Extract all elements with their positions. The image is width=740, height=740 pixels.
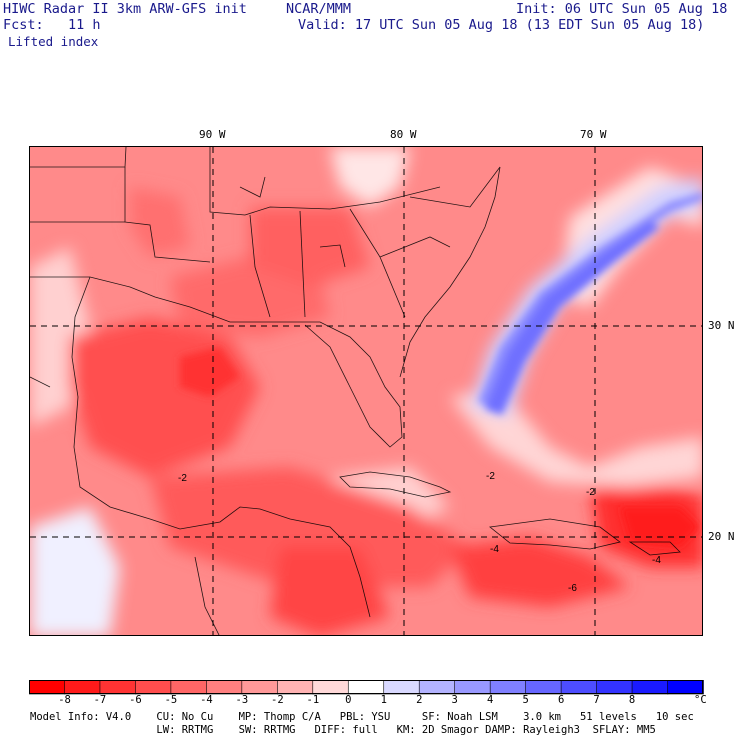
colorbar-svg: [28, 679, 704, 695]
colorbar-tick-label: 7: [593, 694, 600, 706]
colorbar-cell: [312, 679, 350, 695]
colorbar-unit: °C: [694, 694, 707, 706]
colorbar-cell: [596, 679, 633, 695]
colorbar-cell: [667, 679, 704, 695]
contour-label: -2: [586, 487, 595, 498]
contour-label: -6: [568, 583, 577, 594]
colorbar-cell: [631, 679, 669, 695]
colorbar-cell: [277, 679, 314, 695]
colorbar-cell: [241, 679, 279, 695]
map-svg: -2 -2 -2 -4 -4 -6: [30, 147, 702, 635]
contour-label: -2: [486, 471, 495, 482]
contour-label: -4: [490, 544, 499, 555]
colorbar-tick-label: 1: [380, 694, 387, 706]
model-info-line2: LW: RRTMG SW: RRTMG DIFF: full KM: 2D Sm…: [30, 724, 656, 736]
lon-label-80w: 80 W: [390, 128, 417, 141]
colorbar: [28, 679, 709, 700]
colorbar-tick-label: -4: [200, 694, 213, 706]
colorbar-cell: [347, 679, 385, 695]
colorbar-cell: [99, 679, 137, 695]
colorbar-tick-label: -6: [129, 694, 142, 706]
field-name: Lifted index: [8, 34, 99, 49]
colorbar-tick-label: -5: [164, 694, 178, 706]
forecast-hour: Fcst: 11 h: [3, 17, 101, 33]
boundaries: [30, 147, 681, 635]
colorbar-cell: [28, 679, 66, 695]
lat-label-30n: 30 N: [708, 319, 735, 332]
colorbar-tick-label: 6: [558, 694, 565, 706]
colorbar-cell: [454, 679, 491, 695]
lifted-index-map: -2 -2 -2 -4 -4 -6: [29, 146, 703, 636]
model-info-line1: Model Info: V4.0 CU: No Cu MP: Thomp C/A…: [30, 711, 694, 723]
colorbar-cell: [170, 679, 208, 695]
colorbar-cell: [418, 679, 456, 695]
colorbar-tick-label: -1: [306, 694, 320, 706]
colorbar-tick-label: 3: [451, 694, 458, 706]
colorbar-tick-label: -3: [235, 694, 249, 706]
colorbar-tick-label: 5: [522, 694, 529, 706]
colorbar-cell: [64, 679, 101, 695]
colorbar-tick-label: 4: [487, 694, 494, 706]
colorbar-tick-label: -7: [93, 694, 107, 706]
latlon-grid: [30, 147, 702, 635]
colorbar-cell: [135, 679, 172, 695]
organization-label: NCAR/MMM: [286, 1, 352, 17]
colorbar-cell: [206, 679, 243, 695]
lon-label-70w: 70 W: [580, 128, 607, 141]
model-title: HIWC Radar II 3km ARW-GFS init: [3, 1, 247, 17]
valid-time: Valid: 17 UTC Sun 05 Aug 18 (13 EDT Sun …: [298, 17, 705, 33]
colorbar-tick-label: -2: [271, 694, 284, 706]
init-time: Init: 06 UTC Sun 05 Aug 18: [516, 1, 728, 17]
colorbar-tick-label: 8: [628, 694, 636, 706]
colorbar-cell: [489, 679, 527, 695]
colorbar-tick-label: 2: [416, 694, 423, 706]
colorbar-cell: [560, 679, 598, 695]
contour-label: -4: [652, 555, 661, 566]
lat-label-20n: 20 N: [708, 530, 735, 543]
colorbar-cell: [383, 679, 421, 695]
contour-label: -2: [178, 473, 187, 484]
colorbar-tick-label: -8: [58, 694, 71, 706]
colorbar-tick-label: 0: [345, 694, 352, 706]
lon-label-90w: 90 W: [199, 128, 226, 141]
colorbar-cell: [525, 679, 562, 695]
